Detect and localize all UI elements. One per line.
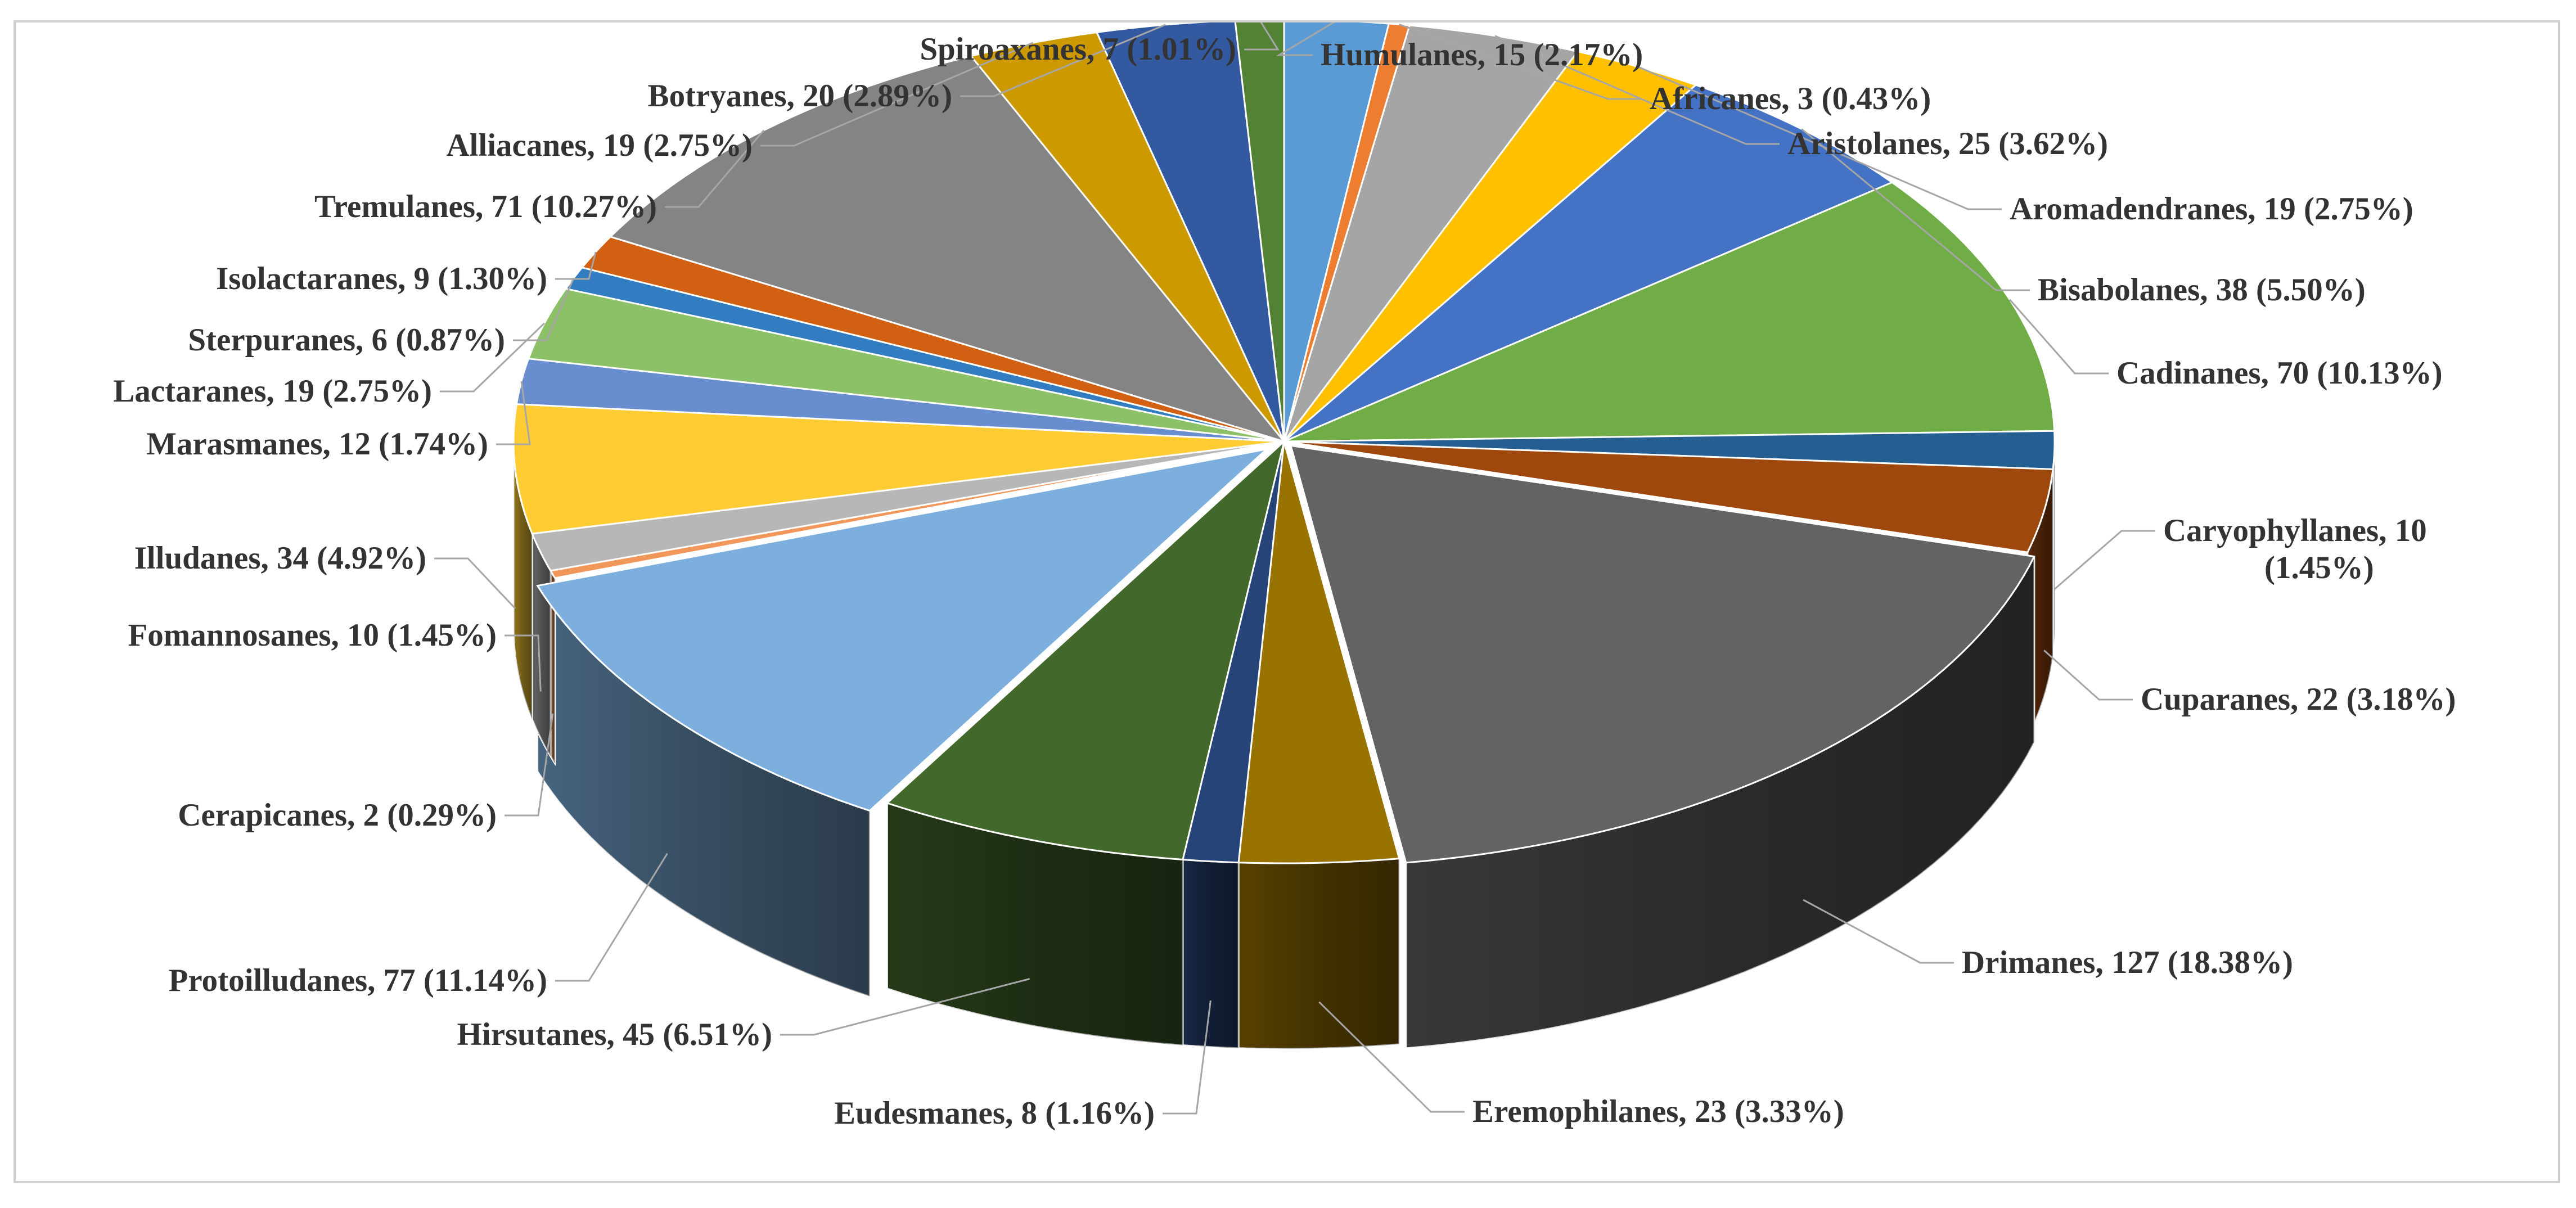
pie-side-shade-10 xyxy=(1182,859,1239,1048)
leader-line-6 xyxy=(2053,530,2155,590)
slice-label-6: Caryophyllanes, 10 (1.45%) xyxy=(2163,513,2427,585)
pie-slice-21 xyxy=(969,31,1285,442)
pie-slice-11 xyxy=(885,439,1286,861)
leader-line-21 xyxy=(760,42,1034,147)
leader-line-10 xyxy=(1163,1000,1212,1115)
slice-label-8: Drimanes, 127 (18.38%) xyxy=(1962,945,2293,980)
pie-slice-22 xyxy=(1095,22,1285,442)
slice-label-22: Botryanes, 20 (2.89%) xyxy=(648,78,952,114)
slice-label-1: Africanes, 3 (0.43%) xyxy=(1650,81,1931,116)
pie-sides xyxy=(512,441,2056,1050)
pie-side-shade-15 xyxy=(514,441,533,719)
slice-label-13: Cerapicanes, 2 (0.29%) xyxy=(178,797,497,833)
leader-lines xyxy=(434,22,2155,1115)
pie-side-shade-12 xyxy=(537,585,870,997)
leader-line-23 xyxy=(1244,22,1280,51)
slice-label-12: Protoilludanes, 77 (11.14%) xyxy=(169,963,547,998)
slice-label-17: Lactaranes, 19 (2.75%) xyxy=(113,373,432,409)
chart-frame: Humulanes, 15 (2.17%) Africanes, 3 (0.43%… xyxy=(13,20,2560,1183)
slice-label-9: Eremophilanes, 23 (3.33%) xyxy=(1472,1094,1844,1129)
slice-label-3: Aromadendranes, 19 (2.75%) xyxy=(2010,191,2413,227)
pie-chart: Humulanes, 15 (2.17%)Africanes, 3 (0.43%… xyxy=(113,22,2456,1131)
leader-line-8 xyxy=(1803,899,1954,964)
pie-side-shade-8 xyxy=(1406,556,2034,1048)
slice-label-2: Aristolanes, 25 (3.62%) xyxy=(1787,126,2108,161)
leader-line-17 xyxy=(440,322,545,393)
leader-line-1 xyxy=(1399,23,1642,100)
slice-label-21: Alliacanes, 19 (2.75%) xyxy=(446,128,753,163)
leader-line-18 xyxy=(513,277,575,341)
slice-label-19: Isolactaranes, 9 (1.30%) xyxy=(216,261,547,296)
pie-tops xyxy=(512,22,2056,864)
pie-slice-17 xyxy=(527,287,1285,443)
slice-label-15: Illudanes, 34 (4.92%) xyxy=(134,540,426,576)
slice-label-23: Spiroaxanes, 7 (1.01%) xyxy=(920,31,1236,67)
pie-slice-8 xyxy=(1289,444,2036,864)
leader-line-2 xyxy=(1494,35,1780,145)
slice-label-4: Bisabolanes, 38 (5.50%) xyxy=(2038,272,2366,308)
slice-label-16: Marasmanes, 12 (1.74%) xyxy=(146,426,488,462)
slice-label-0: Humulanes, 15 (2.17%) xyxy=(1321,37,1643,73)
leader-line-9 xyxy=(1318,1001,1465,1113)
slice-label-5: Cadinanes, 70 (10.13%) xyxy=(2116,355,2443,391)
pie-slice-15 xyxy=(512,403,1285,535)
pie-slice-14 xyxy=(531,440,1285,572)
pie-side-shade-9 xyxy=(1239,858,1399,1049)
leader-line-13 xyxy=(505,713,554,817)
slice-label-10: Eudesmanes, 8 (1.16%) xyxy=(834,1096,1155,1131)
leader-line-4 xyxy=(1801,128,2030,291)
leader-line-22 xyxy=(960,24,1166,97)
leader-line-20 xyxy=(665,129,765,208)
slice-label-20: Tremulanes, 71 (10.27%) xyxy=(314,189,657,224)
leader-line-16 xyxy=(496,381,531,445)
leader-line-3 xyxy=(1637,66,2002,210)
leader-line-7 xyxy=(2043,650,2133,701)
slice-label-11: Hirsutanes, 45 (6.51%) xyxy=(457,1017,772,1052)
leader-line-14 xyxy=(505,634,542,692)
leader-line-15 xyxy=(434,557,516,609)
pie-side-shade-11 xyxy=(887,803,1183,1045)
leader-line-5 xyxy=(2008,299,2109,375)
pie-slice-7 xyxy=(1284,440,2054,553)
pie-slice-12 xyxy=(536,448,1269,812)
slice-label-14: Fomannosanes, 10 (1.45%) xyxy=(128,617,497,653)
leader-line-19 xyxy=(555,251,597,280)
slice-label-7: Cuparanes, 22 (3.18%) xyxy=(2141,682,2456,717)
pie-slice-6 xyxy=(1284,430,2056,470)
leader-line-11 xyxy=(780,978,1030,1036)
pie-slice-9 xyxy=(1237,441,1400,864)
slice-labels: Humulanes, 15 (2.17%)Africanes, 3 (0.43%… xyxy=(113,31,2456,1131)
slice-label-18: Sterpuranes, 6 (0.87%) xyxy=(188,322,505,358)
leader-line-12 xyxy=(555,853,668,982)
pie-slice-5 xyxy=(1284,181,2056,443)
pie-slice-23 xyxy=(1234,22,1285,442)
leader-line-0 xyxy=(1276,22,1335,56)
